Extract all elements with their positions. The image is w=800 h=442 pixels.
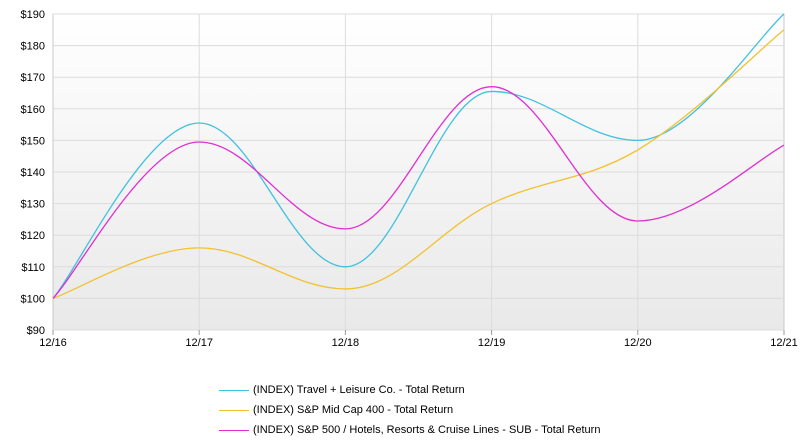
x-tick-label: 12/18 — [332, 337, 360, 349]
y-tick-label: $130 — [21, 199, 45, 211]
y-tick-label: $170 — [21, 72, 45, 84]
series-line — [52, 13, 785, 299]
y-tick-label: $160 — [21, 104, 45, 116]
legend-swatch — [219, 409, 249, 411]
series-line — [52, 29, 785, 300]
series-lines — [52, 13, 785, 300]
y-tick-label: $110 — [21, 262, 45, 274]
y-tick-label: $190 — [21, 9, 45, 21]
y-tick-label: $150 — [21, 135, 45, 147]
y-tick-label: $140 — [21, 167, 45, 179]
legend-label: (INDEX) S&P 500 / Hotels, Resorts & Crui… — [253, 424, 601, 436]
x-tick-label: 12/16 — [39, 337, 67, 349]
legend-item: (INDEX) S&P 500 / Hotels, Resorts & Crui… — [219, 420, 600, 440]
y-tick-label: $180 — [21, 41, 45, 53]
y-axis-ticks: $90 $100 $110 $120 $130 $140 $150 $160 $170 $180 $… — [21, 9, 45, 337]
x-tick-label: 12/19 — [478, 337, 506, 349]
legend-item: (INDEX) S&P Mid Cap 400 - Total Return — [219, 400, 600, 420]
legend: (INDEX) Travel + Leisure Co. - Total Ret… — [219, 380, 600, 440]
x-tick-label: 12/21 — [770, 337, 798, 349]
legend-label: (INDEX) Travel + Leisure Co. - Total Ret… — [253, 384, 465, 396]
x-tick-label: 12/20 — [624, 337, 652, 349]
x-axis-ticks: 12/16 12/17 12/18 12/19 12/20 12/21 — [39, 330, 798, 349]
grid-lines — [53, 13, 784, 331]
legend-swatch — [219, 429, 249, 431]
y-tick-label: $100 — [21, 293, 45, 305]
y-tick-label: $90 — [27, 325, 45, 337]
y-tick-label: $120 — [21, 230, 45, 242]
series-line — [52, 86, 785, 299]
x-tick-label: 12/17 — [185, 337, 213, 349]
legend-item: (INDEX) Travel + Leisure Co. - Total Ret… — [219, 380, 600, 400]
legend-swatch — [219, 389, 249, 391]
legend-label: (INDEX) S&P Mid Cap 400 - Total Return — [253, 404, 454, 416]
